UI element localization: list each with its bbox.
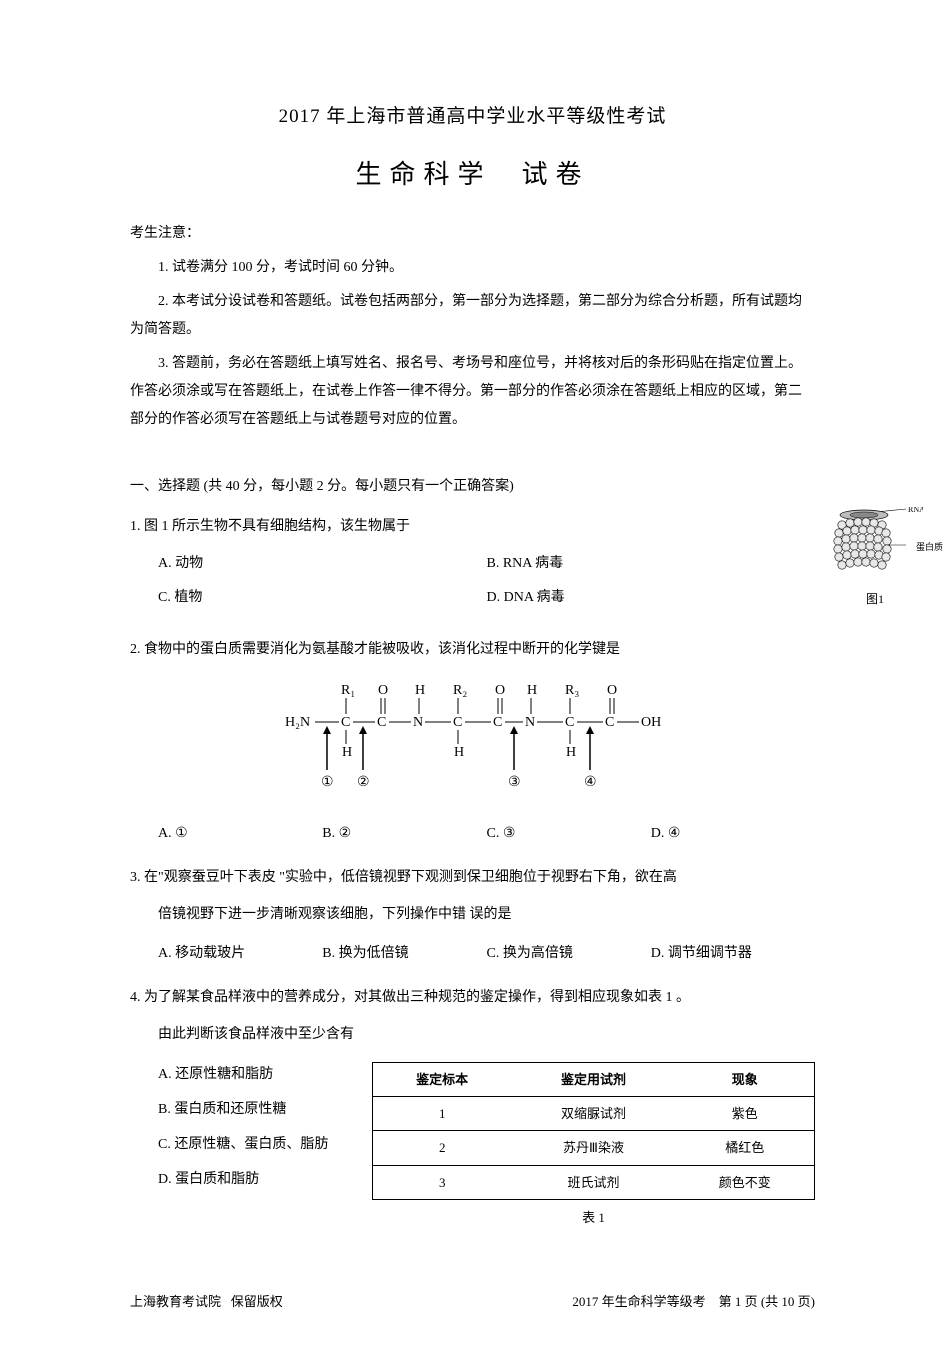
svg-text:C: C: [377, 715, 386, 730]
table-cell: 颜色不变: [676, 1165, 815, 1199]
svg-text:O: O: [607, 683, 617, 698]
option-a: A. 动物: [158, 551, 487, 576]
notice-item: 3. 答题前，务必在答题纸上填写姓名、报名号、考场号和座位号，并将核对后的条形码…: [130, 350, 815, 434]
figure-caption: 图1: [825, 589, 925, 611]
svg-text:R₃: R₃: [565, 683, 579, 698]
svg-text:H: H: [415, 683, 425, 698]
virus-icon: RNA: [828, 507, 923, 587]
svg-text:O: O: [495, 683, 505, 698]
table-row: 2 苏丹Ⅲ染液 橘红色: [373, 1131, 815, 1165]
question-stem: 1. 图 1 所示生物不具有细胞结构，该生物属于: [130, 513, 815, 541]
table-cell: 苏丹Ⅲ染液: [511, 1131, 675, 1165]
svg-text:N: N: [525, 715, 535, 730]
question-3: 3. 在"观察蚕豆叶下表皮 "实验中，低倍镜视野下观测到保卫细胞位于视野右下角，…: [130, 864, 815, 966]
footer-exam: 2017 年生命科学等级考: [572, 1294, 705, 1309]
svg-text:②: ②: [357, 775, 370, 790]
svg-text:N: N: [413, 715, 423, 730]
section-1-title: 一、选择题 (共 40 分，每小题 2 分。每小题只有一个正确答案): [130, 474, 815, 499]
question-2: 2. 食物中的蛋白质需要消化为氨基酸才能被吸收，该消化过程中断开的化学键是 R₁…: [130, 636, 815, 846]
notice-item: 2. 本考试分设试卷和答题纸。试卷包括两部分，第一部分为选择题，第二部分为综合分…: [130, 288, 815, 344]
table-cell: 2: [373, 1131, 512, 1165]
question-stem-line2: 倍镜视野下进一步清晰观察该细胞，下列操作中错 误的是: [130, 902, 815, 927]
table-header: 鉴定用试剂: [511, 1062, 675, 1096]
page-footer: 上海教育考试院 保留版权 2017 年生命科学等级考 第 1 页 (共 10 页…: [130, 1290, 815, 1313]
table-row: 1 双缩脲试剂 紫色: [373, 1097, 815, 1131]
question-4: 4. 为了解某食品样液中的营养成分，对其做出三种规范的鉴定操作，得到相应现象如表…: [130, 984, 815, 1229]
option-b: B. 蛋白质和还原性糖: [158, 1097, 350, 1122]
option-d: D. 蛋白质和脂肪: [158, 1167, 350, 1192]
svg-text:①: ①: [321, 775, 334, 790]
protein-label: 蛋白质: [916, 539, 943, 555]
option-b: B. RNA 病毒: [487, 551, 816, 576]
option-d: D. DNA 病毒: [487, 585, 816, 610]
footer-right: 2017 年生命科学等级考 第 1 页 (共 10 页): [572, 1290, 815, 1313]
svg-text:H: H: [454, 745, 464, 760]
question-options: A. 动物 B. RNA 病毒 C. 植物 D. DNA 病毒: [130, 551, 815, 617]
svg-text:H: H: [566, 745, 576, 760]
table-header: 现象: [676, 1062, 815, 1096]
table-row: 3 班氏试剂 颜色不变: [373, 1165, 815, 1199]
footer-page: 第 1 页 (共 10 页): [719, 1294, 815, 1309]
figure-1-virus: RNA 蛋白质 图1: [825, 507, 925, 611]
option-d: D. ④: [651, 821, 815, 846]
svg-text:H₂N: H₂N: [285, 715, 310, 730]
rna-label: RNA: [908, 507, 923, 514]
figure-peptide-structure: R₁OH R₂OH R₃O H₂N C C N C C N: [130, 678, 815, 807]
footer-left: 上海教育考试院 保留版权: [130, 1290, 283, 1313]
svg-text:R₁: R₁: [341, 683, 355, 698]
question-stem-line2: 由此判断该食品样液中至少含有: [130, 1022, 815, 1047]
table-cell: 双缩脲试剂: [511, 1097, 675, 1131]
option-c: C. 植物: [158, 585, 487, 610]
question-options: A. 还原性糖和脂肪 B. 蛋白质和还原性糖 C. 还原性糖、蛋白质、脂肪 D.…: [130, 1062, 350, 1203]
question-stem-line1: 4. 为了解某食品样液中的营养成分，对其做出三种规范的鉴定操作，得到相应现象如表…: [130, 984, 815, 1012]
svg-text:C: C: [565, 715, 574, 730]
option-b: B. 换为低倍镜: [322, 941, 486, 966]
question-stem: 2. 食物中的蛋白质需要消化为氨基酸才能被吸收，该消化过程中断开的化学键是: [130, 636, 815, 664]
notice-heading: 考生注意：: [130, 221, 815, 246]
svg-text:C: C: [493, 715, 502, 730]
option-a: A. 还原性糖和脂肪: [158, 1062, 350, 1087]
table-cell: 橘红色: [676, 1131, 815, 1165]
svg-text:H: H: [527, 683, 537, 698]
svg-text:R₂: R₂: [453, 683, 467, 698]
svg-text:O: O: [378, 683, 388, 698]
table-cell: 紫色: [676, 1097, 815, 1131]
svg-text:H: H: [342, 745, 352, 760]
table-cell: 3: [373, 1165, 512, 1199]
question-options: A. ① B. ② C. ③ D. ④: [130, 821, 815, 846]
exam-year-title: 2017 年上海市普通高中学业水平等级性考试: [130, 100, 815, 134]
svg-text:C: C: [453, 715, 462, 730]
footer-copyright: 保留版权: [231, 1294, 283, 1309]
question-stem-line1: 3. 在"观察蚕豆叶下表皮 "实验中，低倍镜视野下观测到保卫细胞位于视野右下角，…: [130, 864, 815, 892]
option-c: C. ③: [487, 821, 651, 846]
option-b: B. ②: [322, 821, 486, 846]
reagent-table: 鉴定标本 鉴定用试剂 现象 1 双缩脲试剂 紫色 2 苏丹Ⅲ染液 橘红色 3 班…: [372, 1062, 815, 1201]
svg-text:OH: OH: [641, 715, 661, 730]
reagent-table-container: 鉴定标本 鉴定用试剂 现象 1 双缩脲试剂 紫色 2 苏丹Ⅲ染液 橘红色 3 班…: [372, 1062, 815, 1230]
table-header: 鉴定标本: [373, 1062, 512, 1096]
table-cell: 班氏试剂: [511, 1165, 675, 1199]
option-d: D. 调节细调节器: [651, 941, 815, 966]
exam-subject-title: 生命科学 试卷: [130, 152, 815, 199]
option-c: C. 还原性糖、蛋白质、脂肪: [158, 1132, 350, 1157]
svg-text:④: ④: [584, 775, 597, 790]
subject-name: 生命科学: [355, 160, 491, 189]
question-options: A. 移动载玻片 B. 换为低倍镜 C. 换为高倍镜 D. 调节细调节器: [130, 941, 815, 966]
svg-text:C: C: [341, 715, 350, 730]
svg-text:C: C: [605, 715, 614, 730]
paper-word: 试卷: [522, 160, 590, 189]
question-1: 1. 图 1 所示生物不具有细胞结构，该生物属于 A. 动物 B. RNA 病毒…: [130, 513, 815, 617]
option-a: A. 移动载玻片: [158, 941, 322, 966]
svg-text:③: ③: [508, 775, 521, 790]
option-c: C. 换为高倍镜: [487, 941, 651, 966]
option-a: A. ①: [158, 821, 322, 846]
table-caption: 表 1: [372, 1206, 815, 1229]
notice-item: 1. 试卷满分 100 分，考试时间 60 分钟。: [130, 254, 815, 282]
table-cell: 1: [373, 1097, 512, 1131]
footer-publisher: 上海教育考试院: [130, 1294, 221, 1309]
